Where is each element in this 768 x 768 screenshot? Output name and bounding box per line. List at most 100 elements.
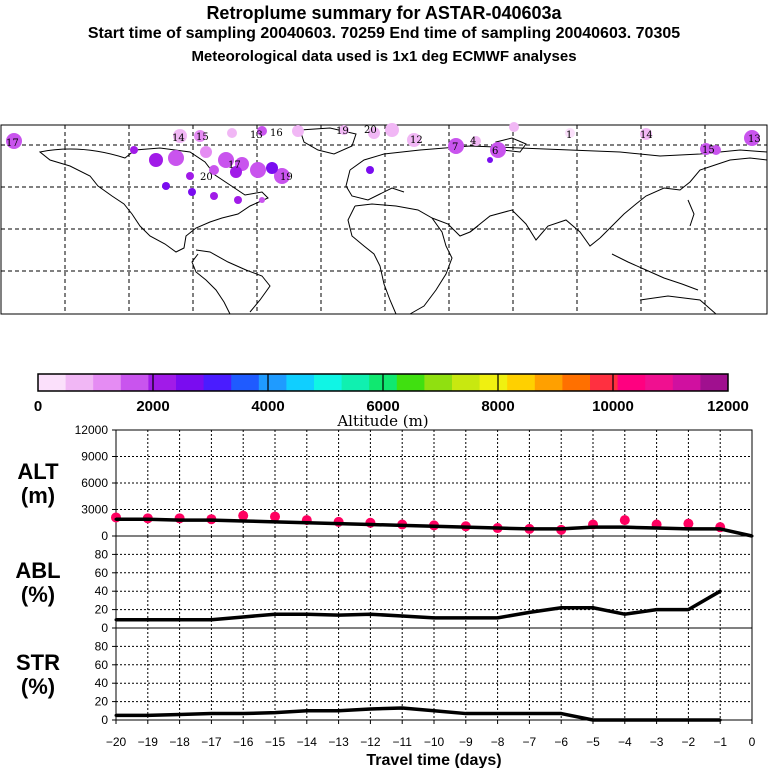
series-point — [368, 523, 372, 527]
plume-marker — [700, 143, 712, 155]
colorbar-swatch — [38, 374, 67, 391]
colorbar-tick-label: 12000 — [707, 398, 749, 415]
series-point — [527, 712, 531, 716]
colorbar-swatch — [203, 374, 232, 391]
series-point — [146, 618, 150, 622]
plume-marker — [339, 125, 349, 135]
y-tick-label: 12000 — [75, 423, 109, 437]
plume-marker — [162, 182, 170, 190]
x-tick-label: −13 — [328, 735, 349, 749]
series-point — [623, 525, 627, 529]
plume-marker — [640, 128, 652, 140]
sampling-times: Start time of sampling 20040603. 70259 E… — [87, 25, 681, 42]
plume-marker — [385, 123, 399, 137]
y-tick-label: 0 — [101, 713, 108, 727]
map-label: 20 — [200, 172, 213, 183]
series-point — [655, 608, 659, 612]
series-point — [464, 616, 468, 620]
series-point — [527, 610, 531, 614]
plume-marker — [168, 150, 184, 166]
map-label: 6 — [492, 146, 498, 157]
panel-abl: 0 20 40 60 80 ABL(%) — [15, 535, 753, 635]
map-label: 14 — [172, 133, 185, 144]
series-point — [400, 614, 404, 618]
plume-marker — [188, 188, 196, 196]
series-point — [114, 517, 118, 521]
plume-marker — [292, 125, 304, 137]
map-label: 13 — [250, 130, 263, 141]
plume-marker — [471, 136, 481, 146]
x-tick-label: −9 — [459, 735, 473, 749]
map-label: 15 — [702, 145, 715, 156]
plume-marker — [565, 128, 575, 138]
colorbar-tick-label: 8000 — [481, 398, 514, 415]
y-axis-unit: (%) — [21, 674, 55, 699]
coastlines — [38, 127, 768, 315]
y-axis-unit: (%) — [21, 582, 55, 607]
map-label: 16 — [270, 128, 283, 139]
x-tick-label: −3 — [650, 735, 664, 749]
colorbar-swatch — [479, 374, 508, 391]
colorbar-swatch — [645, 374, 674, 391]
map-label: 12 — [410, 135, 423, 146]
plume-marker — [200, 146, 212, 158]
series-point — [305, 709, 309, 713]
colorbar-swatch — [148, 374, 177, 391]
series-point — [337, 522, 341, 526]
y-tick-label: 80 — [95, 547, 109, 561]
x-tick-label: −20 — [106, 735, 127, 749]
plume-marker — [227, 128, 237, 138]
colorbar-tick-label: 4000 — [251, 398, 284, 415]
series-point — [718, 527, 722, 531]
series-point — [432, 616, 436, 620]
plume-marker — [257, 126, 267, 136]
plume-marker — [711, 145, 721, 155]
map-label: 14 — [640, 130, 653, 141]
x-tick-label: −12 — [360, 735, 381, 749]
series-point — [559, 527, 563, 531]
series-point — [146, 713, 150, 717]
map-label: 13 — [748, 134, 761, 145]
plume-marker — [266, 162, 278, 174]
colorbar-swatch — [700, 374, 729, 391]
x-tick-label: −1 — [713, 735, 727, 749]
y-tick-label: 40 — [95, 676, 109, 690]
colorbar: 0 2000 4000 6000 8000 10000 12000 Altitude (m) — [34, 373, 749, 430]
world-map: 17 14 15 13 16 19 20 12 7 4 6 1 14 15 13 17 19 20 — [0, 122, 768, 315]
colorbar-tick-label: 2000 — [136, 398, 169, 415]
x-tick-label: −16 — [233, 735, 254, 749]
series-point — [178, 518, 182, 522]
cluster-point — [619, 515, 630, 526]
x-tick-label: −8 — [491, 735, 505, 749]
colorbar-tick-label: 0 — [34, 398, 42, 415]
plume-marker — [173, 129, 187, 143]
y-tick-label: 0 — [101, 529, 108, 543]
plume-marker — [218, 152, 234, 168]
colorbar-swatch — [396, 374, 425, 391]
y-axis-unit: (m) — [21, 483, 55, 508]
map-frame — [0, 124, 768, 315]
series-point — [114, 618, 118, 622]
series-point — [209, 618, 213, 622]
series-point — [527, 527, 531, 531]
plume-marker — [250, 162, 266, 178]
x-tick-label: −19 — [138, 735, 159, 749]
y-tick-label: 6000 — [81, 476, 108, 490]
map-label: 15 — [196, 132, 209, 143]
series-point — [241, 615, 245, 619]
series-point — [273, 711, 277, 715]
colorbar-swatch — [534, 374, 563, 391]
series-point — [496, 616, 500, 620]
x-axis-label: Travel time (days) — [366, 752, 501, 768]
series-point — [496, 712, 500, 716]
series-point — [559, 712, 563, 716]
series-point — [591, 606, 595, 610]
map-label: 4 — [470, 136, 476, 147]
plume-marker — [368, 127, 380, 139]
colorbar-swatch — [176, 374, 205, 391]
series-point — [623, 612, 627, 616]
map-label: 19 — [280, 172, 293, 183]
plume-marker — [234, 196, 242, 204]
plume-marker — [509, 122, 519, 132]
